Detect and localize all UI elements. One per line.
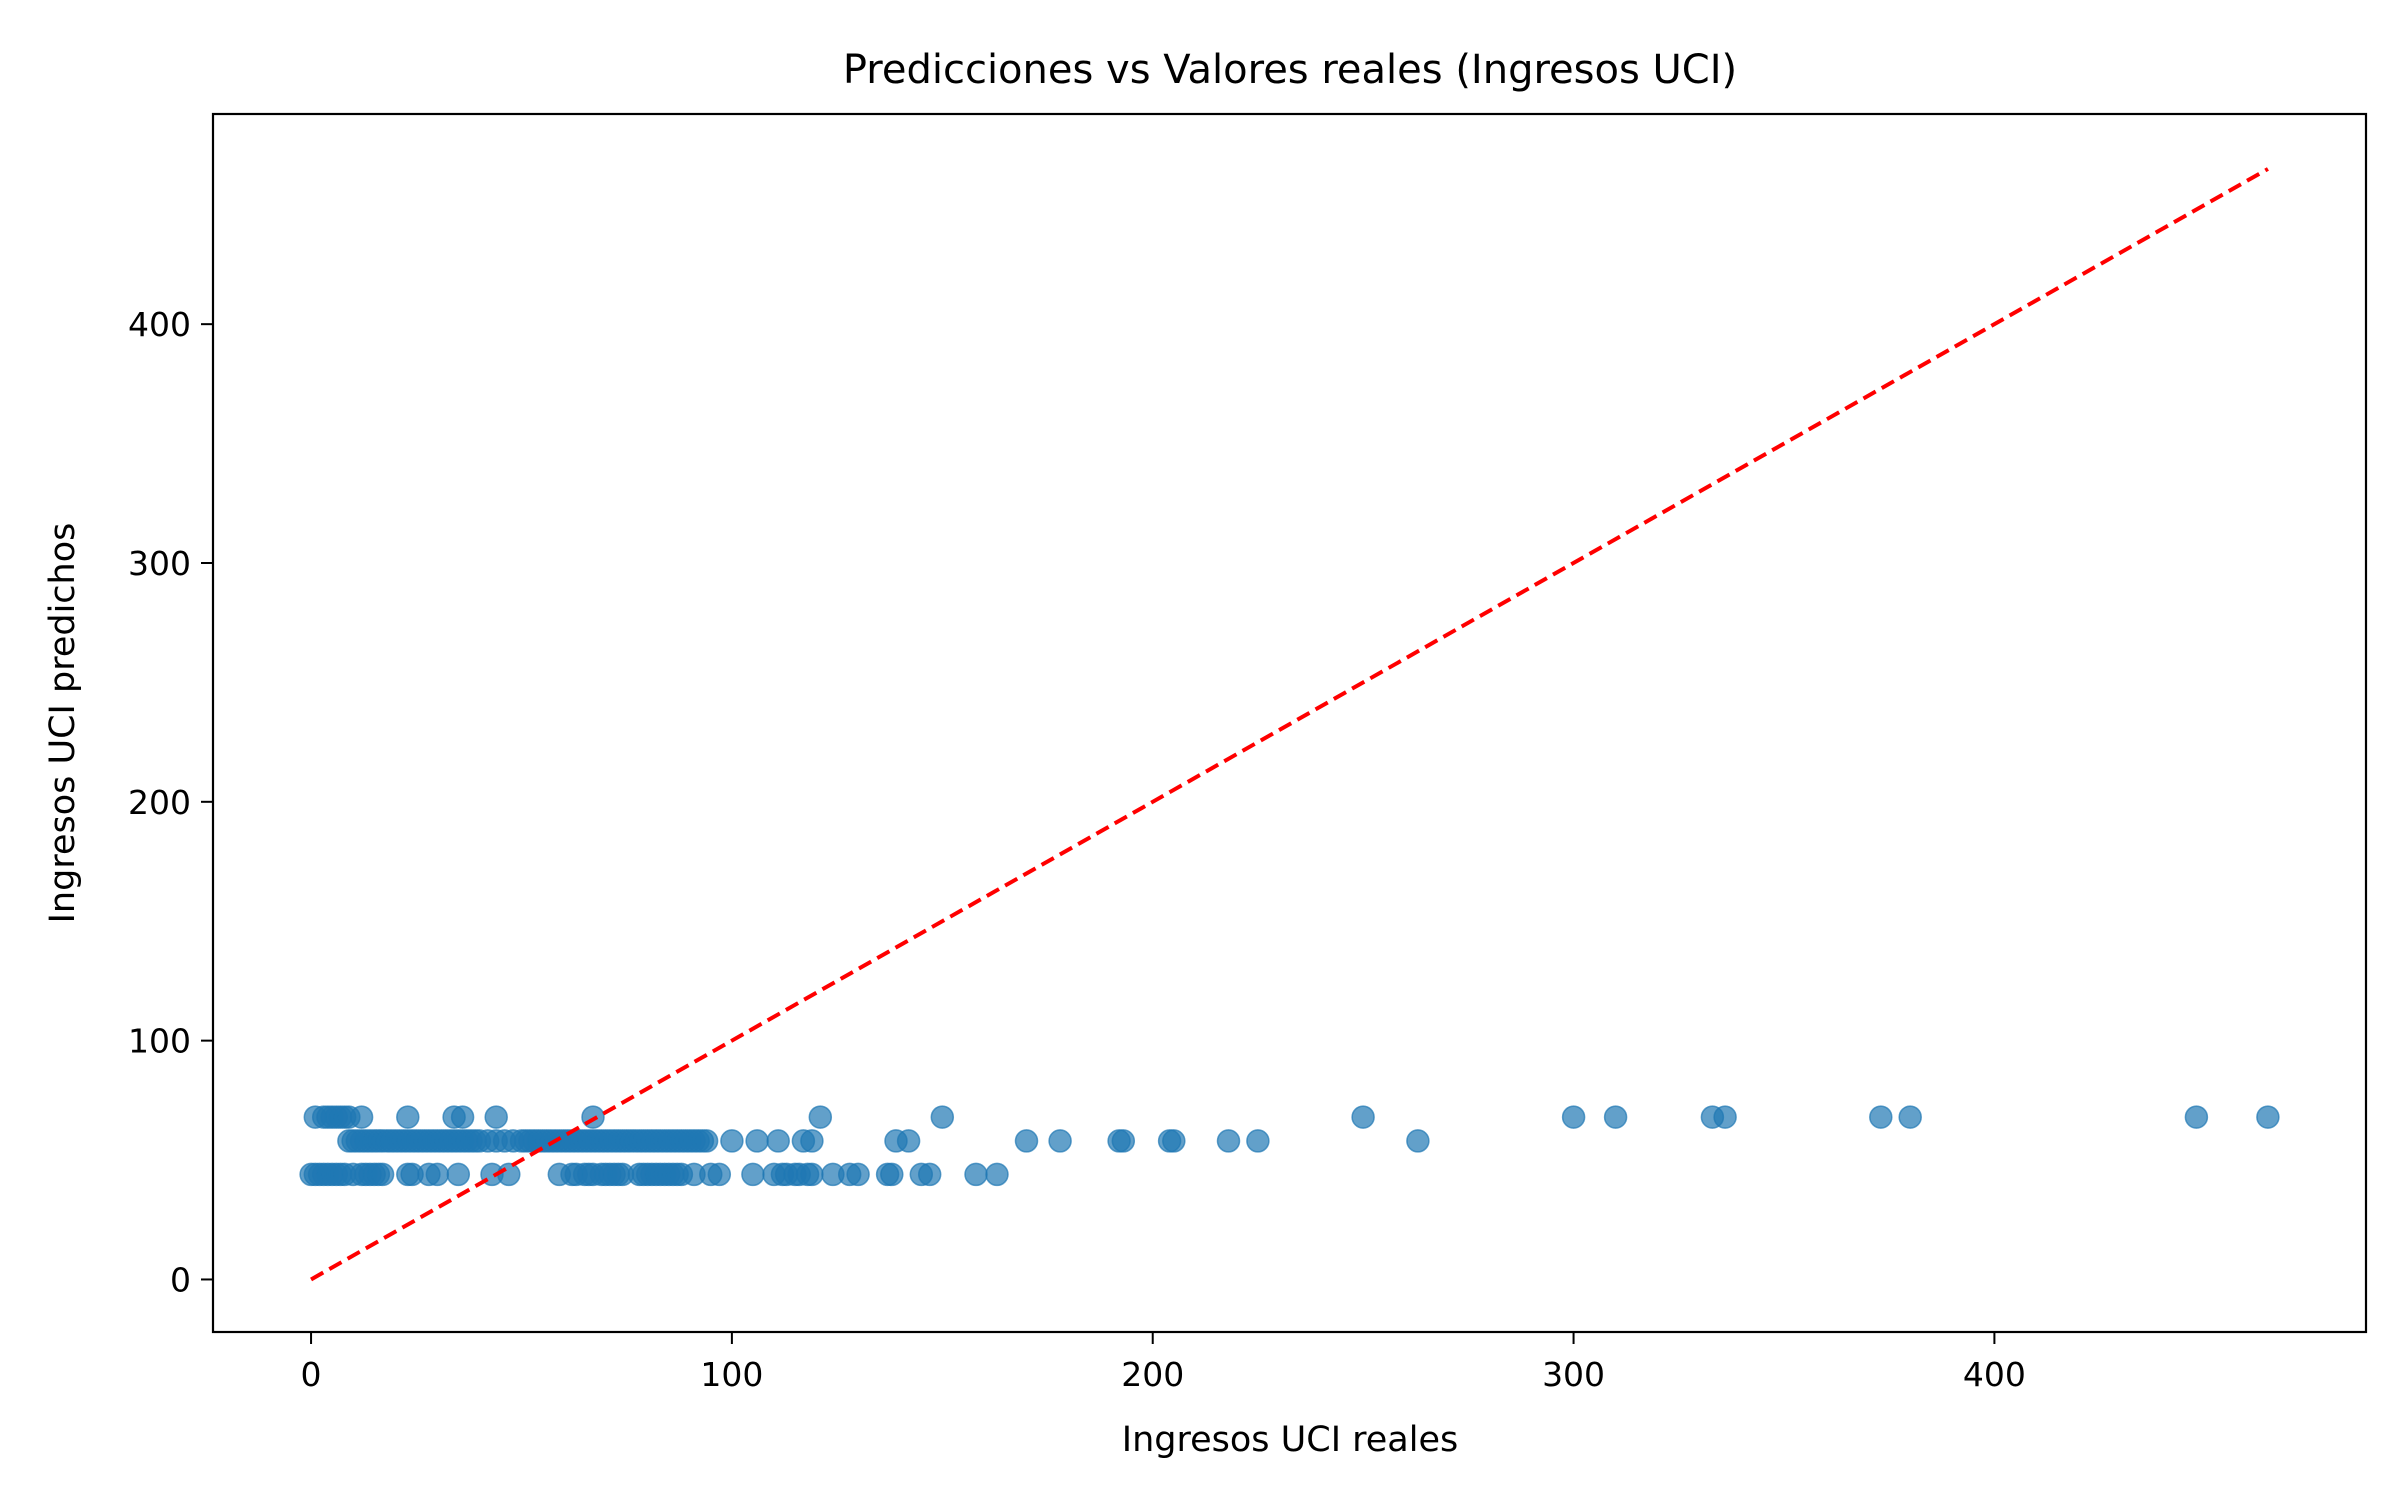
- data-point: [370, 1162, 395, 1187]
- plot-frame: [211, 112, 2368, 1334]
- data-point: [396, 1105, 420, 1129]
- chart-title: Predicciones vs Valores reales (Ingresos…: [843, 47, 1737, 93]
- data-point: [1014, 1129, 1039, 1153]
- data-point: [497, 1162, 521, 1187]
- x-tick-label: 200: [1121, 1355, 1184, 1394]
- y-tick-label: 300: [128, 544, 191, 583]
- data-point: [1111, 1129, 1136, 1153]
- data-point: [808, 1105, 833, 1129]
- data-point: [880, 1162, 904, 1187]
- x-tick-label: 300: [1542, 1355, 1605, 1394]
- data-point: [1406, 1129, 1430, 1153]
- data-point: [1869, 1105, 1893, 1129]
- y-tick-label: 200: [128, 783, 191, 822]
- y-tick-label: 0: [170, 1260, 191, 1299]
- data-point: [450, 1105, 475, 1129]
- y-axis-label: Ingresos UCI predichos: [43, 523, 83, 924]
- data-point: [425, 1162, 450, 1187]
- x-axis-label: Ingresos UCI reales: [1122, 1420, 1458, 1460]
- data-point: [707, 1162, 732, 1187]
- data-point: [800, 1162, 824, 1187]
- data-point: [1048, 1129, 1072, 1153]
- reference-line: [310, 167, 2269, 1282]
- data-point: [896, 1129, 921, 1153]
- data-point: [964, 1162, 988, 1187]
- data-point: [1162, 1129, 1186, 1153]
- data-point: [720, 1129, 744, 1153]
- data-point: [484, 1105, 508, 1129]
- y-tick-label: 400: [128, 305, 191, 344]
- y-axis-ticks: 0 100 200 300 400: [128, 305, 213, 1299]
- data-point: [846, 1162, 870, 1187]
- data-point: [1351, 1105, 1375, 1129]
- plot-content: [299, 167, 2280, 1282]
- data-point: [1898, 1105, 1922, 1129]
- data-point: [800, 1129, 824, 1153]
- data-point: [2256, 1105, 2280, 1129]
- x-tick-label: 400: [1963, 1355, 2026, 1394]
- data-point: [985, 1162, 1009, 1187]
- data-point: [446, 1162, 471, 1187]
- data-point: [1216, 1129, 1241, 1153]
- data-point: [1561, 1105, 1586, 1129]
- y-tick-label: 100: [128, 1022, 191, 1061]
- data-point: [917, 1162, 942, 1187]
- x-tick-label: 0: [301, 1355, 322, 1394]
- x-tick-label: 100: [700, 1355, 763, 1394]
- data-point: [349, 1105, 374, 1129]
- data-point: [1713, 1105, 1737, 1129]
- data-point: [1603, 1105, 1628, 1129]
- x-axis-ticks: 0 100 200 300 400: [301, 1332, 2026, 1394]
- data-point: [930, 1105, 955, 1129]
- data-point: [741, 1162, 765, 1187]
- data-point: [766, 1129, 790, 1153]
- data-point: [694, 1129, 719, 1153]
- data-point: [1246, 1129, 1270, 1153]
- data-point: [2184, 1105, 2209, 1129]
- data-point: [745, 1129, 769, 1153]
- data-point: [581, 1105, 605, 1129]
